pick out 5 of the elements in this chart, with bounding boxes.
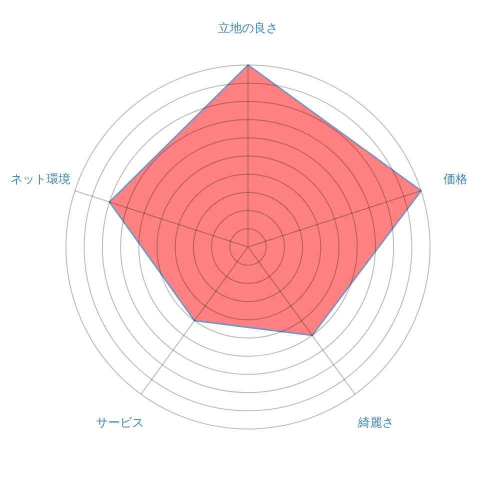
spoke-label: 綺麗さ <box>357 416 394 430</box>
spoke-label: ネット環境 <box>10 172 71 186</box>
spoke-label: 立地の良さ <box>218 21 278 36</box>
spoke-label: サービス <box>96 416 144 430</box>
spoke-label: 価格 <box>443 172 468 186</box>
